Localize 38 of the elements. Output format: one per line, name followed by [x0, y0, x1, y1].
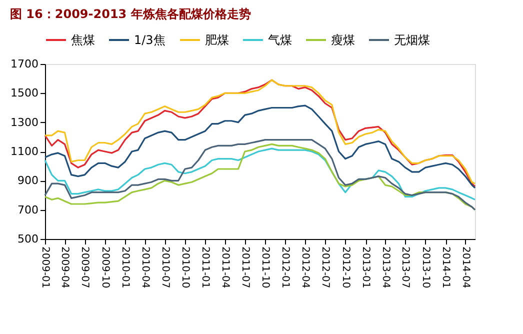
- x-tick-label: 2009-07: [79, 246, 90, 288]
- x-tick-label: 2009-10: [99, 246, 110, 288]
- y-tick-label: 1100: [10, 145, 38, 158]
- x-tick-label: 2011-04: [219, 246, 230, 288]
- x-tick-label: 2013-01: [360, 246, 372, 288]
- y-tick-label: 700: [18, 203, 38, 216]
- x-tick-label: 2010-01: [120, 246, 131, 288]
- y-tick-label: 1500: [10, 86, 38, 100]
- x-tick-label: 2011-10: [260, 246, 271, 288]
- x-tick-label: 2012-04: [300, 246, 311, 288]
- x-tick-label: 2012-07: [320, 246, 331, 288]
- y-tick-label: 1300: [10, 116, 38, 129]
- legend-label: 1/3焦: [134, 33, 166, 47]
- y-tick-label: 900: [18, 174, 38, 188]
- x-tick-label: 2011-01: [200, 246, 211, 288]
- x-tick-label: 2009-04: [59, 246, 70, 288]
- x-tick-label: 2012-10: [340, 246, 351, 288]
- legend-label: 瘦煤: [331, 33, 355, 47]
- x-tick-label: 2013-04: [380, 246, 391, 288]
- x-tick-label: 2010-10: [179, 246, 190, 288]
- legend-label: 肥煤: [205, 33, 229, 47]
- legend-label: 焦煤: [71, 33, 95, 47]
- line-series: [44, 104, 476, 189]
- line-series: [44, 148, 476, 200]
- y-tick-label: 500: [18, 232, 38, 246]
- y-tick-label: 1700: [10, 58, 38, 70]
- x-tick-label: 2014-04: [460, 246, 471, 288]
- x-tick-label: 2013-10: [420, 246, 431, 288]
- x-tick-label: 2011-07: [239, 246, 250, 288]
- x-tick-label: 2010-04: [139, 246, 150, 288]
- x-tick-label: 2012-01: [280, 246, 291, 288]
- legend-label: 气煤: [268, 33, 292, 47]
- legend-label: 无烟煤: [394, 33, 430, 47]
- x-tick-label: 2009-01: [40, 246, 50, 288]
- x-tick-label: 2010-07: [159, 246, 170, 288]
- chart-title: 图 16：2009-2013 年炼焦各配煤价格走势: [10, 7, 251, 21]
- x-tick-label: 2014-01: [440, 246, 452, 288]
- x-tick-label: 2013-07: [400, 246, 411, 288]
